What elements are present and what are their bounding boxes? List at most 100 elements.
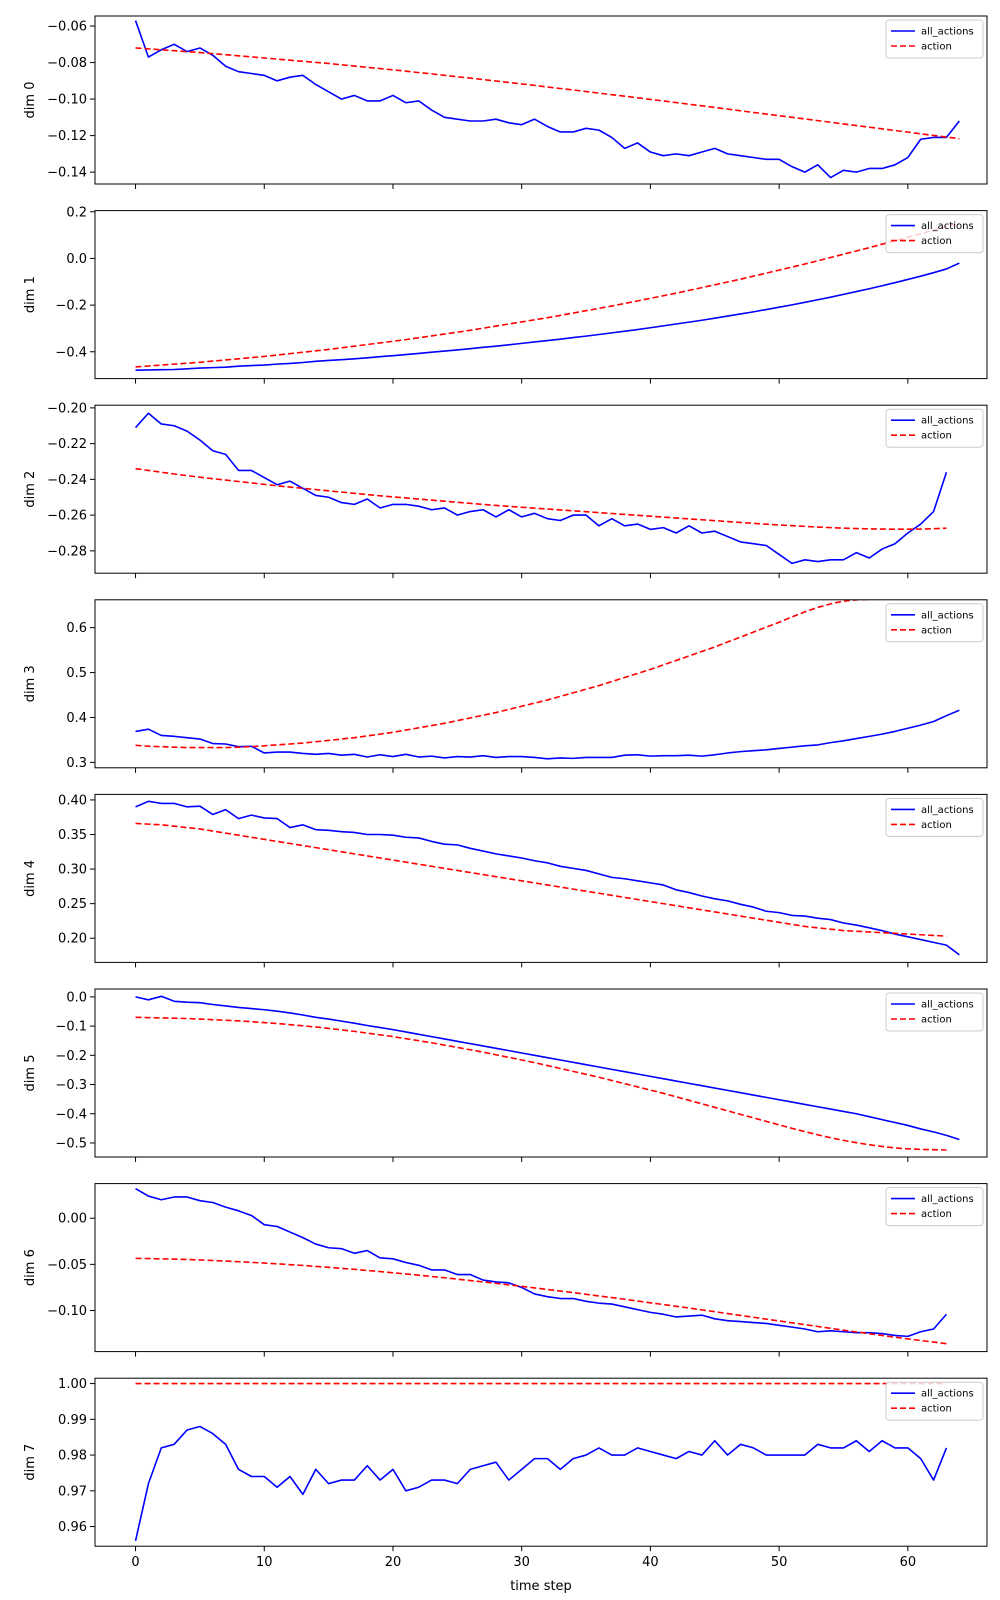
subplot-dim-0: −0.14 −0.12 −0.10 −0.08 −0.06 dim 0 all_action… <box>23 15 988 189</box>
y-tick-label: −0.28 <box>47 544 87 559</box>
y-tick-label: 0.5 <box>66 666 87 681</box>
legend-box <box>885 214 984 254</box>
y-tick-label: 0.35 <box>58 828 87 843</box>
series-line-action <box>135 599 880 749</box>
axes-frame <box>94 210 988 380</box>
series-line-all-actions <box>134 1425 948 1542</box>
y-tick-label: −0.2 <box>55 1049 87 1064</box>
legend-label: all_actions <box>921 1194 974 1205</box>
y-tick-label: −0.12 <box>47 129 87 144</box>
series-line-all-actions <box>135 1187 948 1338</box>
legend-label: all_actions <box>921 416 974 427</box>
legend-label: all_actions <box>921 610 974 621</box>
y-tick-label: 0.2 <box>66 205 87 220</box>
x-tick-label: 0 <box>131 1555 139 1570</box>
y-axis-label: dim 3 <box>23 665 38 702</box>
y-tick-label: −0.20 <box>47 401 87 416</box>
y-tick-label: −0.22 <box>47 437 87 452</box>
y-tick-label: −0.24 <box>47 473 87 488</box>
series-line-all-actions <box>135 262 960 371</box>
y-tick-label: −0.08 <box>47 56 87 71</box>
x-tick-label: 30 <box>513 1555 530 1570</box>
y-axis-label: dim 6 <box>23 1249 38 1286</box>
y-tick-label: 0.25 <box>58 897 87 912</box>
y-tick-label: 0.3 <box>66 756 87 771</box>
y-axis-label: dim 0 <box>23 82 38 119</box>
x-axis-label: time step <box>510 1579 572 1594</box>
axes-frame <box>94 988 988 1158</box>
subplot-dim-2: −0.28 −0.26 −0.24 −0.22 −0.20 dim 2 all_action… <box>23 401 988 579</box>
y-axis-label: dim 4 <box>23 860 38 897</box>
series-line-action <box>135 1016 947 1151</box>
y-tick-label: −0.10 <box>47 93 87 108</box>
y-tick-label: 0.0 <box>66 252 87 267</box>
series-line-action <box>135 222 960 368</box>
y-axis-label: dim 5 <box>23 1055 38 1092</box>
y-tick-label: −0.10 <box>47 1304 87 1319</box>
legend-box <box>885 603 984 643</box>
y-tick-label: 1.00 <box>58 1377 87 1392</box>
series-line-action <box>135 47 960 140</box>
y-tick-label: 0.20 <box>58 932 87 947</box>
axes-frame <box>94 1183 988 1353</box>
y-axis-label: dim 1 <box>23 276 38 313</box>
legend-label: action <box>921 431 952 442</box>
x-tick-label: 20 <box>385 1555 402 1570</box>
legend-label: action <box>921 1015 952 1026</box>
y-tick-label: 0.30 <box>58 863 87 878</box>
y-tick-label: −0.1 <box>55 1020 87 1035</box>
legend-label: action <box>921 42 952 53</box>
axes-frame <box>94 599 988 769</box>
legend-label: all_actions <box>921 27 974 38</box>
y-axis-label: dim 7 <box>23 1444 38 1481</box>
axes-frame <box>94 404 988 574</box>
series-line-all-actions <box>134 412 948 565</box>
legend-box <box>885 797 984 837</box>
legend-box <box>885 19 984 59</box>
y-tick-label: −0.4 <box>55 345 87 360</box>
y-tick-label: −0.26 <box>47 509 87 524</box>
series-line-all-actions <box>134 20 960 179</box>
legend-label: all_actions <box>921 1389 974 1400</box>
x-tick-label: 40 <box>642 1555 659 1570</box>
y-tick-label: 0.96 <box>58 1520 87 1535</box>
y-axis-label: dim 2 <box>23 471 38 508</box>
legend-label: action <box>921 236 952 247</box>
legend-label: all_actions <box>921 805 974 816</box>
y-tick-label: −0.5 <box>55 1136 87 1151</box>
y-tick-label: −0.14 <box>47 166 87 181</box>
axes-frame <box>94 1377 988 1547</box>
series-line-all-actions <box>135 800 960 956</box>
y-tick-label: 0.4 <box>66 711 87 726</box>
axes-frame <box>94 793 988 963</box>
series-line-all-actions <box>135 709 960 760</box>
y-tick-label: 0.97 <box>58 1484 87 1499</box>
subplot-dim-4: 0.20 0.25 0.30 0.35 0.40 dim 4 all_actionsacti… <box>23 793 988 968</box>
y-tick-label: −0.3 <box>55 1078 87 1093</box>
y-tick-label: −0.06 <box>47 20 87 35</box>
legend-label: action <box>921 1404 952 1415</box>
series-line-all-actions <box>135 995 960 1141</box>
legend-box <box>885 408 984 448</box>
y-tick-label: 0.00 <box>58 1212 87 1227</box>
y-tick-label: −0.2 <box>55 299 87 314</box>
series-line-action <box>135 1257 947 1345</box>
legend-box <box>885 1187 984 1227</box>
y-tick-label: −0.4 <box>55 1107 87 1122</box>
x-tick-label: 50 <box>771 1555 788 1570</box>
y-tick-label: 0.0 <box>66 990 87 1005</box>
